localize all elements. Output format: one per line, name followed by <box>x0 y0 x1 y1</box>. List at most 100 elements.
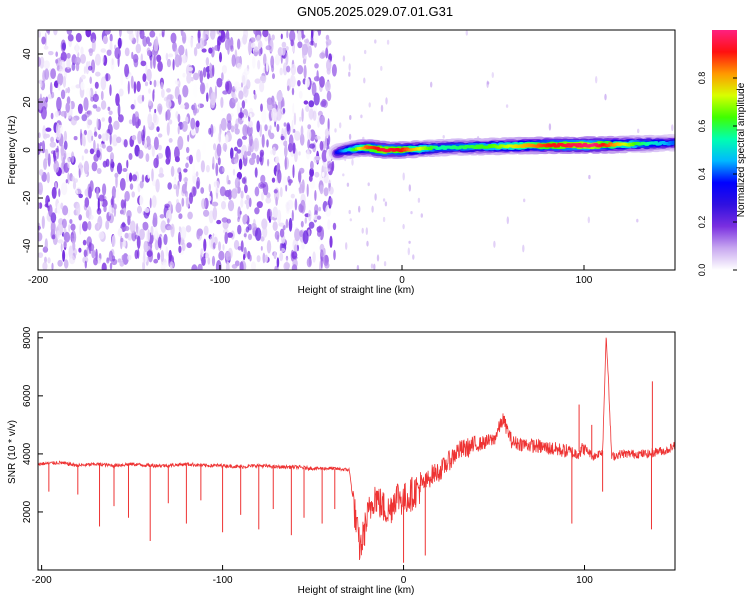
noise-blob <box>38 252 44 258</box>
noise-blob <box>124 198 127 209</box>
noise-blob <box>293 112 297 126</box>
noise-blob <box>258 49 262 57</box>
noise-speckle <box>364 49 367 55</box>
noise-blob <box>101 143 106 149</box>
noise-blob <box>153 157 159 169</box>
noise-blob <box>109 158 115 173</box>
noise-blob <box>317 215 321 220</box>
noise-blob <box>170 32 177 44</box>
noise-blob <box>292 142 296 154</box>
noise-speckle <box>362 136 365 140</box>
noise-blob <box>266 192 271 199</box>
noise-blob <box>53 160 60 173</box>
noise-blob <box>211 255 216 267</box>
noise-blob <box>288 217 293 232</box>
noise-blob <box>181 32 187 44</box>
noise-blob <box>225 261 230 270</box>
noise-blob <box>145 63 148 76</box>
noise-blob <box>319 140 324 151</box>
noise-blob <box>128 32 134 41</box>
noise-blob <box>206 72 210 80</box>
noise-blob <box>249 157 255 166</box>
x-tick-label: 0 <box>399 275 405 286</box>
noise-blob <box>186 146 190 154</box>
noise-blob <box>67 86 71 94</box>
noise-blob <box>284 127 287 141</box>
noise-blob <box>147 49 152 57</box>
noise-blob <box>127 80 130 95</box>
noise-blob <box>261 72 267 84</box>
noise-blob <box>82 239 87 246</box>
noise-blob <box>291 209 294 222</box>
noise-blob <box>148 88 151 94</box>
noise-blob <box>196 176 201 189</box>
noise-blob <box>67 157 71 169</box>
noise-blob <box>289 75 296 88</box>
noise-blob <box>256 255 261 263</box>
noise-blob <box>238 112 245 119</box>
noise-blob <box>164 203 170 209</box>
noise-blob <box>286 123 291 136</box>
noise-blob <box>259 149 265 157</box>
noise-blob <box>326 90 332 102</box>
noise-blob <box>105 72 109 82</box>
noise-blob <box>301 30 304 40</box>
noise-blob <box>181 121 188 132</box>
noise-blob <box>320 256 323 269</box>
x-tick-label: 100 <box>576 575 593 586</box>
noise-blob <box>106 49 112 56</box>
noise-blob <box>216 30 220 35</box>
noise-blob <box>302 48 305 59</box>
noise-blob <box>178 171 182 182</box>
noise-blob <box>102 160 108 168</box>
noise-blob <box>307 45 312 58</box>
noise-blob <box>292 103 295 115</box>
noise-speckle <box>505 104 509 108</box>
noise-blob <box>303 64 307 79</box>
noise-blob <box>177 94 182 105</box>
noise-blob <box>109 84 112 96</box>
noise-blob <box>89 148 95 155</box>
noise-blob <box>41 36 46 45</box>
noise-blob <box>282 176 289 188</box>
noise-blob <box>101 54 105 64</box>
noise-blob <box>257 59 261 70</box>
noise-blob <box>65 102 70 113</box>
noise-blob <box>93 139 96 153</box>
noise-blob <box>178 231 181 245</box>
noise-blob <box>95 106 101 112</box>
noise-blob <box>57 83 61 91</box>
noise-blob <box>291 264 298 270</box>
noise-blob <box>306 183 309 197</box>
noise-blob <box>254 186 260 197</box>
noise-speckle <box>348 63 351 71</box>
noise-blob <box>136 80 141 93</box>
noise-blob <box>241 177 246 184</box>
noise-blob <box>313 92 320 106</box>
noise-blob <box>280 33 283 40</box>
noise-blob <box>142 35 148 47</box>
noise-blob <box>221 65 227 74</box>
noise-blob <box>324 254 329 264</box>
noise-speckle <box>382 216 386 223</box>
colorbar-ticks: 0.0 0.2 0.4 0.6 0.8 <box>697 72 737 276</box>
noise-blob <box>105 220 110 230</box>
noise-blob <box>107 106 111 112</box>
noise-blob <box>273 251 277 260</box>
noise-blob <box>282 224 286 231</box>
noise-blob <box>119 178 126 191</box>
noise-blob <box>193 47 198 57</box>
noise-blob <box>108 116 112 124</box>
noise-blob <box>43 158 48 171</box>
noise-speckle <box>334 128 337 133</box>
noise-blob <box>272 146 276 156</box>
noise-blob <box>231 97 238 103</box>
noise-blob <box>153 55 156 69</box>
noise-speckle <box>370 263 374 269</box>
noise-blob <box>199 70 204 84</box>
noise-blob <box>123 139 128 148</box>
noise-blob <box>300 199 306 214</box>
noise-blob <box>313 76 320 82</box>
snr-series <box>38 337 675 563</box>
noise-blob <box>206 82 209 89</box>
